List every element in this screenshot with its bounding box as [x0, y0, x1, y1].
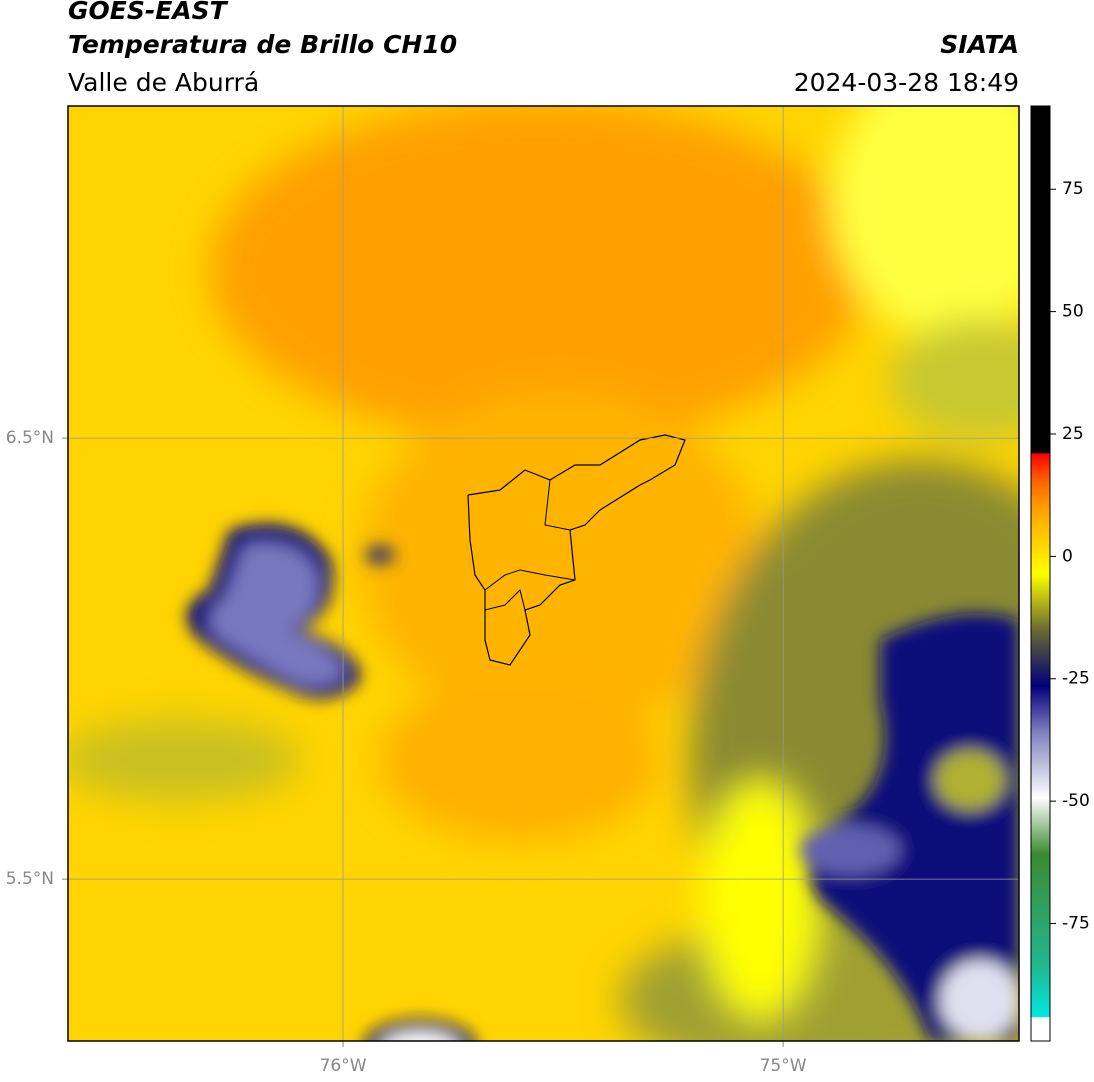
colorbar-tick-label: 75 [1062, 179, 1084, 199]
subtitle: Temperatura de Brillo CH10 [68, 30, 457, 59]
colorbar-tick-label: 0 [1062, 546, 1073, 566]
colorbar [1030, 105, 1051, 1042]
agency: SIATA [940, 30, 1019, 59]
colorbar-tick-label: -75 [1062, 914, 1090, 934]
satellite-image [68, 106, 1019, 1041]
y-tick-label: 6.5°N [6, 428, 54, 448]
region-outline-inner [484, 569, 576, 591]
colorbar-ticks: 75 50 25 0 -25 -50 -75 [1050, 179, 1090, 934]
x-tick-label: 75°W [760, 1056, 807, 1076]
timestamp: 2024-03-28 18:49 [794, 68, 1019, 97]
region-outline-inner [544, 479, 571, 531]
region: Valle de Aburrá [68, 68, 259, 97]
title: GOES-EAST [68, 0, 229, 25]
map-frame [67, 105, 1020, 1042]
colorbar-tick-label: 25 [1062, 424, 1084, 444]
y-tick-label: 5.5°N [6, 869, 54, 889]
geo-grid: 76°W 75°W 6.5°N 5.5°N [6, 106, 1019, 1076]
colorbar-tick-label: -50 [1062, 791, 1090, 811]
region-outline-inner [484, 589, 526, 611]
colorbar-tick-label: 50 [1062, 302, 1084, 322]
colorbar-tick-label: -25 [1062, 669, 1090, 689]
x-tick-label: 76°W [320, 1056, 367, 1076]
region-outline [467, 434, 686, 666]
